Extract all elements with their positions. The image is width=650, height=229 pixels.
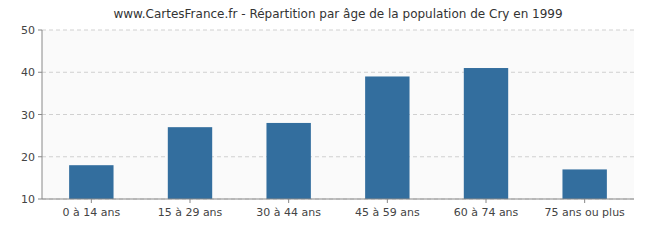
- page: {"chart_data": {"type": "bar", "title": …: [0, 0, 650, 229]
- grid-line: [42, 72, 634, 73]
- bar: [365, 76, 409, 199]
- chart-svg: www.CartesFrance.fr - Répartition par âg…: [0, 0, 650, 229]
- x-tick-label: 15 à 29 ans: [158, 206, 223, 219]
- bars: [69, 68, 607, 199]
- y-tick: [38, 72, 42, 73]
- x-tick: [584, 199, 585, 203]
- chart-container: www.CartesFrance.fr - Répartition par âg…: [0, 0, 650, 229]
- x-tick: [190, 199, 191, 203]
- y-tick-label: 10: [21, 193, 35, 206]
- grid-line: [42, 156, 634, 157]
- chart-title: www.CartesFrance.fr - Répartition par âg…: [113, 7, 562, 21]
- bar: [69, 165, 113, 199]
- grid: [42, 30, 634, 199]
- x-tick-label: 60 à 74 ans: [454, 206, 519, 219]
- y-axis-line: [42, 30, 43, 199]
- y-tick-label: 30: [21, 109, 35, 122]
- plot-background: [42, 30, 634, 199]
- y-tick: [38, 156, 42, 157]
- x-tick: [288, 199, 289, 203]
- grid-line: [42, 114, 634, 115]
- x-tick-label: 45 à 59 ans: [355, 206, 420, 219]
- bar: [562, 169, 606, 199]
- y-tick: [38, 114, 42, 115]
- bar: [266, 123, 310, 199]
- x-tick: [387, 199, 388, 203]
- x-axis: 0 à 14 ans 15 à 29 ans 30 à 44 ans 45 à 59 …: [42, 199, 634, 219]
- x-tick-label: 0 à 14 ans: [62, 206, 120, 219]
- x-tick: [486, 199, 487, 203]
- y-axis: 10 20 30 40 50: [21, 24, 42, 206]
- grid-line: [42, 30, 634, 31]
- y-tick-label: 20: [21, 151, 35, 164]
- x-tick: [91, 199, 92, 203]
- y-tick: [38, 30, 42, 31]
- bar: [168, 127, 212, 199]
- y-tick-label: 50: [21, 24, 35, 37]
- bar: [464, 68, 508, 199]
- grid-line: [42, 199, 634, 200]
- x-tick-label: 30 à 44 ans: [256, 206, 321, 219]
- y-tick: [38, 199, 42, 200]
- x-axis-line: [42, 199, 634, 200]
- y-tick-label: 40: [21, 66, 35, 79]
- x-tick-label: 75 ans ou plus: [544, 206, 625, 219]
